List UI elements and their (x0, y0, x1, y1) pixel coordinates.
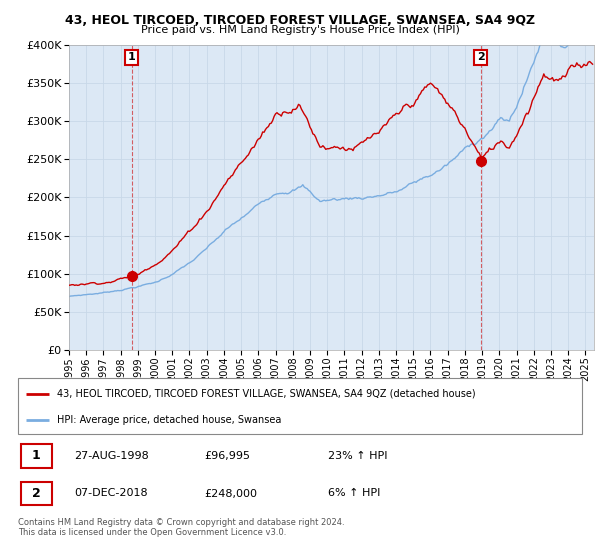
Text: 23% ↑ HPI: 23% ↑ HPI (328, 451, 388, 461)
Text: 43, HEOL TIRCOED, TIRCOED FOREST VILLAGE, SWANSEA, SA4 9QZ (detached house): 43, HEOL TIRCOED, TIRCOED FOREST VILLAGE… (58, 389, 476, 399)
FancyBboxPatch shape (21, 482, 52, 506)
Text: HPI: Average price, detached house, Swansea: HPI: Average price, detached house, Swan… (58, 415, 282, 425)
Text: £96,995: £96,995 (204, 451, 250, 461)
FancyBboxPatch shape (21, 444, 52, 468)
Text: Price paid vs. HM Land Registry's House Price Index (HPI): Price paid vs. HM Land Registry's House … (140, 25, 460, 35)
Text: 27-AUG-1998: 27-AUG-1998 (74, 451, 149, 461)
Text: Contains HM Land Registry data © Crown copyright and database right 2024.
This d: Contains HM Land Registry data © Crown c… (18, 518, 344, 538)
Text: 1: 1 (128, 53, 136, 62)
Text: 6% ↑ HPI: 6% ↑ HPI (328, 488, 380, 498)
Text: £248,000: £248,000 (204, 488, 257, 498)
Text: 43, HEOL TIRCOED, TIRCOED FOREST VILLAGE, SWANSEA, SA4 9QZ: 43, HEOL TIRCOED, TIRCOED FOREST VILLAGE… (65, 14, 535, 27)
Text: 1: 1 (32, 449, 41, 462)
Text: 2: 2 (32, 487, 41, 500)
Text: 07-DEC-2018: 07-DEC-2018 (74, 488, 148, 498)
Text: 2: 2 (477, 53, 485, 62)
